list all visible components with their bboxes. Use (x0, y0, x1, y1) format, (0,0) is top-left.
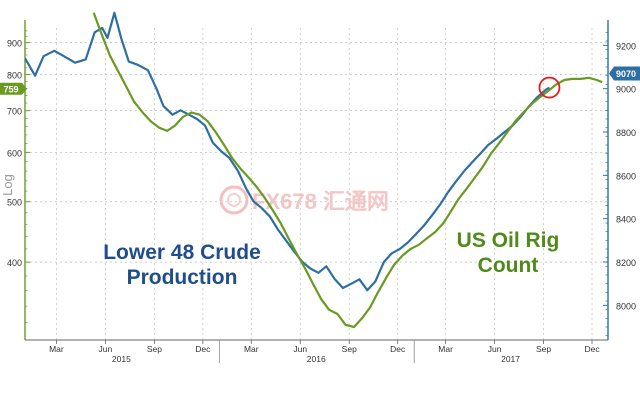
x-year-label: 2017 (501, 354, 520, 364)
x-tick-label: Dec (390, 344, 406, 354)
x-year-label: 2016 (307, 354, 326, 364)
current-value-labels: 759 9070 (0, 66, 640, 95)
left-tick-label: 500 (7, 198, 22, 208)
left-tick-label: 800 (7, 71, 22, 81)
right-tick-label: 8000 (616, 301, 636, 311)
x-tick-label: Dec (584, 344, 600, 354)
x-year-label: 2015 (112, 354, 131, 364)
left-tick-label: 700 (7, 107, 22, 117)
right-tick-label: 8400 (616, 215, 636, 225)
left-value-tag (0, 82, 27, 95)
right-value-tag (609, 66, 640, 81)
left-tick-label: 400 (7, 258, 22, 268)
right-tick-label: 8800 (616, 128, 636, 138)
annotation-line: US Oil Rig (457, 229, 560, 252)
series-line-rig (92, 12, 603, 329)
right-tick-label: 8200 (616, 258, 636, 268)
right-tick-label: 9200 (616, 41, 636, 51)
right-tick-label: 8600 (616, 171, 636, 181)
annotation-line: Production (127, 266, 238, 289)
series-line-crude (25, 11, 550, 292)
watermark-logo-inner (227, 193, 241, 207)
watermark-text: FX678 汇通网 (252, 189, 389, 214)
watermark-logo (219, 185, 249, 215)
left-axis: 400 500 600 700 800 900 Log (0, 20, 30, 340)
left-axis-label: Log (0, 174, 15, 196)
x-tick-label: Mar (49, 344, 64, 354)
left-tick-label: 600 (7, 148, 22, 158)
x-tick-label: Sep (536, 344, 551, 354)
annotation-rig-count: US Oil Rig Count (457, 229, 560, 277)
x-tick-label: Mar (244, 344, 259, 354)
annotation-line: Lower 48 Crude (103, 241, 261, 264)
highlight-circle (538, 76, 561, 99)
grid-lines (25, 28, 608, 340)
annotations: Lower 48 Crude Production US Oil Rig Count (103, 229, 559, 289)
x-axis: Mar Jun Sep Dec Mar Jun Sep Dec Mar Jun Sep Dec 2015… (25, 339, 608, 364)
x-tick-label: Jun (99, 344, 113, 354)
annotation-line: Count (478, 254, 539, 277)
x-tick-label: Sep (342, 344, 357, 354)
right-value-text: 9070 (616, 69, 636, 79)
watermark: FX678 汇通网 (219, 185, 389, 215)
x-tick-label: Sep (147, 344, 162, 354)
right-tick-label: 9000 (616, 85, 636, 95)
x-tick-label: Jun (293, 344, 307, 354)
series-lines (25, 11, 603, 329)
left-tick-label: 900 (7, 39, 22, 49)
right-axis: 8000 8200 8400 8600 8800 9000 9200 (603, 20, 636, 340)
annotation-crude-production: Lower 48 Crude Production (103, 241, 261, 289)
x-tick-label: Dec (195, 344, 211, 354)
left-value-text: 759 (3, 84, 18, 94)
x-tick-label: Mar (438, 344, 453, 354)
x-tick-label: Jun (488, 344, 502, 354)
